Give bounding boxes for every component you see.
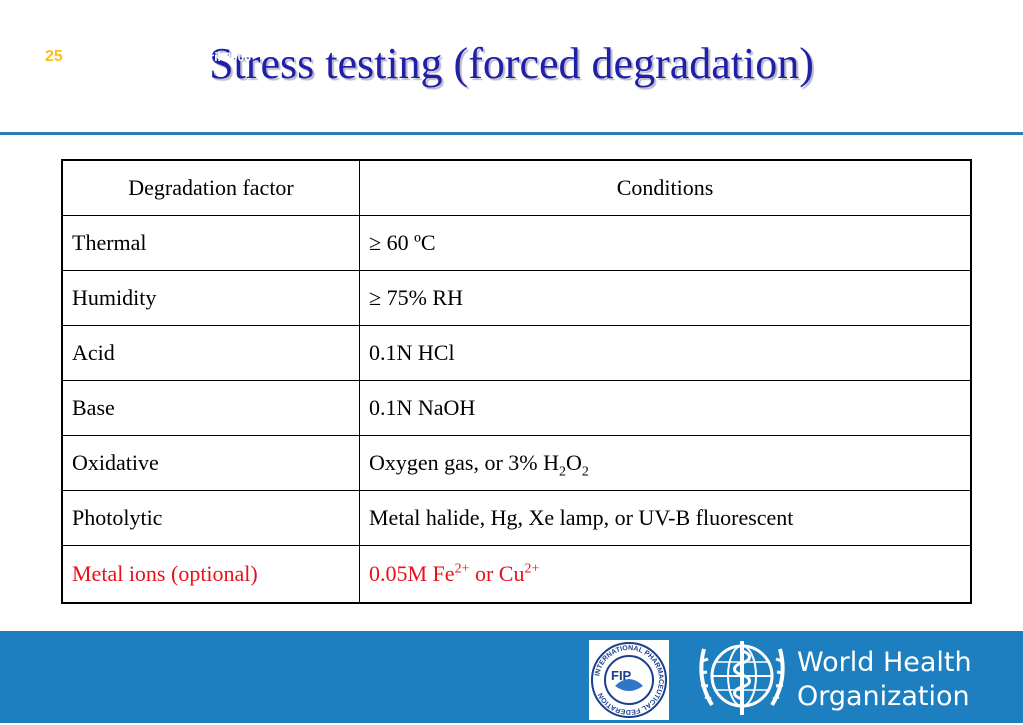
table-row: Base 0.1N NaOH (61, 380, 972, 436)
table-row-highlighted: Metal ions (optional) 0.05M Fe2+ or Cu2+ (61, 545, 972, 604)
title-divider (0, 132, 1023, 135)
presentation-date: April 2008 (193, 50, 251, 64)
who-emblem-icon (699, 641, 785, 715)
separator: | (65, 48, 70, 65)
slide-title: Stress testing (forced degradation) (209, 39, 814, 88)
table-row: Acid 0.1N HCl (61, 325, 972, 381)
author-name: Dr. János Pogány (78, 50, 179, 64)
table-header-row: Degradation factor Conditions (61, 159, 972, 216)
condition-cell: Oxygen gas, or 3% H2O2 (359, 435, 972, 491)
header-degradation-factor: Degradation factor (61, 159, 360, 216)
condition-cell: 0.1N NaOH (359, 380, 972, 436)
factor-cell: Acid (61, 325, 360, 381)
footer-info: 25 | Dr. János Pogány | April 2008 (45, 48, 251, 66)
factor-cell: Thermal (61, 215, 360, 271)
table-row: Humidity ≥ 75% RH (61, 270, 972, 326)
condition-cell: 0.1N HCl (359, 325, 972, 381)
factor-cell: Metal ions (optional) (61, 545, 360, 604)
who-line-1: World Health (797, 647, 972, 678)
factor-cell: Humidity (61, 270, 360, 326)
table-row: Photolytic Metal halide, Hg, Xe lamp, or… (61, 490, 972, 546)
condition-cell: Metal halide, Hg, Xe lamp, or UV-B fluor… (359, 490, 972, 546)
factor-cell: Photolytic (61, 490, 360, 546)
table-row: Oxidative Oxygen gas, or 3% H2O2 (61, 435, 972, 491)
who-line-2: Organization (797, 681, 970, 712)
fip-abbreviation: FIP (611, 668, 632, 683)
page-number: 25 (45, 48, 63, 65)
who-wordmark: World Health Organization (797, 646, 972, 714)
header-conditions: Conditions (359, 159, 972, 216)
factor-cell: Oxidative (61, 435, 360, 491)
condition-cell: 0.05M Fe2+ or Cu2+ (359, 545, 972, 604)
condition-cell: ≥ 60 ºC (359, 215, 972, 271)
footer-bar (0, 631, 1023, 723)
separator: | (181, 48, 186, 65)
degradation-table: Degradation factor Conditions Thermal ≥ … (61, 159, 972, 604)
fip-logo: INTERNATIONAL PHARMACEUTICAL FEDERATION … (589, 640, 669, 720)
table-row: Thermal ≥ 60 ºC (61, 215, 972, 271)
factor-cell: Base (61, 380, 360, 436)
condition-cell: ≥ 75% RH (359, 270, 972, 326)
